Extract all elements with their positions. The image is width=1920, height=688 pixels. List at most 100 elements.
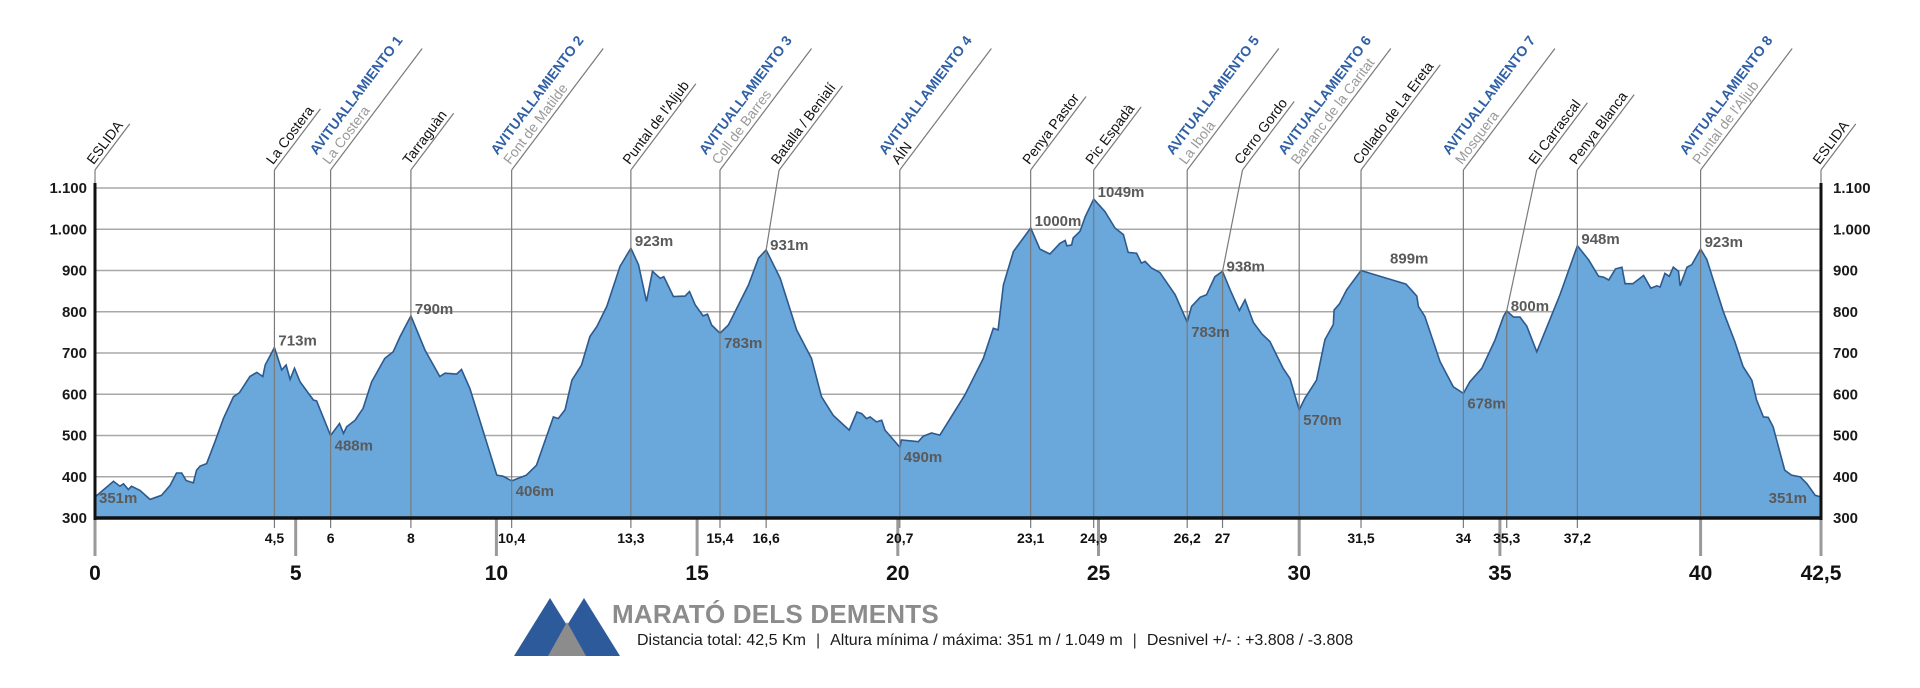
marker-km-label: 26,2: [1174, 530, 1201, 546]
label-underline: [1576, 94, 1635, 171]
label-underline: [1093, 106, 1142, 171]
marker-km-label: 16,6: [753, 530, 780, 546]
waypoint-label: ESLIDA: [83, 117, 131, 171]
aid-station-title: AVITUALLAMIENTO 1: [306, 32, 406, 157]
y-tick-label-left: 400: [62, 469, 87, 486]
y-tick-label-left: 800: [62, 304, 87, 321]
elevation-label: 1049m: [1098, 184, 1145, 201]
label-underline: [1186, 48, 1280, 171]
elevation-label: 923m: [1705, 234, 1743, 251]
marker-km-label: 27: [1215, 530, 1231, 546]
elevation-label: 899m: [1390, 251, 1428, 268]
label-underline: [1820, 123, 1857, 171]
waypoint-name: Cerro Gordo: [1231, 95, 1291, 167]
y-tick-label-left: 1.100: [49, 180, 87, 197]
elevation-label: 570m: [1303, 412, 1341, 429]
y-tick-label-right: 600: [1833, 386, 1858, 403]
race-stats: Distancia total: 42,5 Km | Altura mínima /…: [637, 632, 1353, 650]
elevation-label: 783m: [724, 335, 762, 352]
waypoint-label: Penya Pastor: [1019, 90, 1087, 171]
label-underline: [1242, 101, 1295, 171]
separator: |: [815, 632, 821, 649]
elevation-label: 713m: [278, 333, 316, 350]
elevation-label: 938m: [1227, 258, 1265, 275]
waypoint-label: Cerro Gordo: [1231, 95, 1295, 171]
elevation-label: 948m: [1581, 231, 1619, 248]
label-underline: [273, 108, 321, 171]
label-underline: [1536, 102, 1588, 171]
y-tick-label-right: 500: [1833, 428, 1858, 445]
x-tick-label: 20: [886, 562, 909, 585]
marker-km-label: 24,9: [1080, 530, 1107, 546]
elevation-label: 790m: [415, 301, 453, 318]
waypoint-name: Pic Espadà: [1082, 101, 1138, 167]
aid-station-title: AVITUALLAMIENTO 3: [695, 32, 795, 157]
y-tick-label-left: 600: [62, 386, 87, 403]
elevation-label: 931m: [770, 237, 808, 254]
aid-station-title: AVITUALLAMIENTO 8: [1676, 32, 1776, 157]
elevation-label: 783m: [1191, 324, 1229, 341]
elevation-label: 488m: [335, 438, 373, 455]
x-tick-label: 0: [89, 562, 101, 585]
y-tick-label-left: 1.000: [49, 221, 87, 238]
label-underline: [630, 83, 697, 171]
x-tick-label: 40: [1689, 562, 1712, 585]
race-title: MARATÓ DELS DEMENTS: [612, 599, 939, 629]
race-footer: MARATÓ DELS DEMENTS Distancia total: 42,…: [514, 596, 1414, 660]
marker-km-label: 23,1: [1017, 530, 1044, 546]
y-tick-label-right: 400: [1833, 469, 1858, 486]
y-tick-label-right: 300: [1833, 510, 1858, 527]
elevation-label: 678m: [1467, 395, 1505, 412]
waypoint-label: Pic Espadà: [1082, 101, 1142, 171]
waypoint-name: ESLIDA: [1809, 117, 1852, 167]
aid-station-title: AVITUALLAMIENTO 2: [487, 32, 587, 157]
waypoint-markers: [94, 169, 1822, 528]
waypoint-label: Penya Blanca: [1566, 88, 1635, 171]
label-underline: [778, 85, 843, 171]
marker-km-label: 8: [407, 530, 415, 546]
y-tick-label-left: 500: [62, 428, 87, 445]
label-underline: [1462, 48, 1556, 171]
elevation-label: 406m: [516, 483, 554, 500]
waypoint-name: Penya Pastor: [1019, 90, 1083, 167]
marker-km-label: 31,5: [1347, 530, 1374, 546]
aid-station-title: AVITUALLAMIENTO 4: [875, 32, 975, 157]
y-tick-label-right: 1.100: [1833, 180, 1871, 197]
aid-station-title: AVITUALLAMIENTO 7: [1439, 32, 1539, 157]
x-tick-label: 25: [1087, 562, 1111, 585]
marker-leader-line: [1221, 169, 1244, 272]
label-underline: [94, 123, 131, 171]
label-underline: [1700, 48, 1793, 171]
waypoint-name: Tarraguàn: [399, 107, 450, 167]
x-tick-label: 15: [685, 562, 709, 585]
y-tick-label-left: 700: [62, 345, 87, 362]
waypoint-name: La Costera: [263, 103, 317, 167]
label-underline: [1030, 96, 1087, 171]
elevation-label: 1000m: [1035, 213, 1082, 230]
total-distance: Distancia total: 42,5 Km: [637, 632, 806, 649]
marker-km-label: 13,3: [617, 530, 644, 546]
y-tick-label-right: 900: [1833, 263, 1858, 280]
y-tick-label-right: 1.000: [1833, 221, 1871, 238]
label-underline: [330, 48, 423, 171]
waypoint-label: La Costera: [263, 103, 321, 171]
marker-km-label: 35,3: [1493, 530, 1520, 546]
marker-km-label: 34: [1456, 530, 1472, 546]
y-tick-label-left: 900: [62, 263, 87, 280]
waypoint-label: ESLIDA: [1809, 117, 1857, 171]
aid-station-title: AVITUALLAMIENTO 6: [1275, 32, 1375, 157]
label-underline: [410, 112, 455, 171]
marker-km-label: 37,2: [1564, 530, 1591, 546]
waypoint-label: Puntal de l'Aljub: [619, 77, 697, 171]
profile-area: [94, 197, 1822, 518]
marker-km-label: 10,4: [498, 530, 525, 546]
label-underline: [719, 48, 813, 171]
label-underline: [899, 48, 992, 171]
aid-station-label: AVITUALLAMIENTO 5La Ibola: [1163, 32, 1280, 171]
waypoint-name: Puntal de l'Aljub: [619, 77, 692, 167]
